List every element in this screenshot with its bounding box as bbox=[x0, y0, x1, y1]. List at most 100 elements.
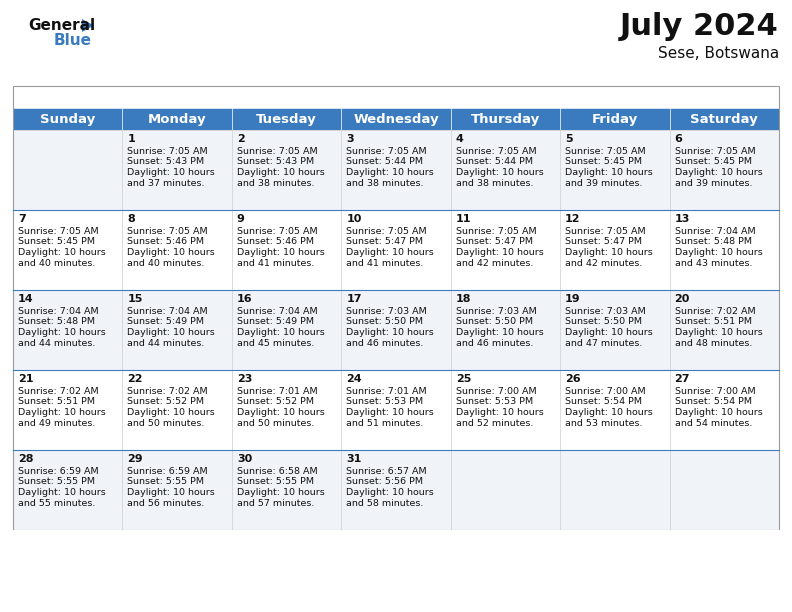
Text: Daylight: 10 hours: Daylight: 10 hours bbox=[455, 248, 543, 257]
Text: 1: 1 bbox=[128, 134, 135, 144]
Text: Sunrise: 7:05 AM: Sunrise: 7:05 AM bbox=[237, 147, 318, 156]
Bar bbox=[451, 290, 560, 370]
Text: 27: 27 bbox=[675, 374, 690, 384]
Text: and 39 minutes.: and 39 minutes. bbox=[565, 179, 642, 187]
Text: and 41 minutes.: and 41 minutes. bbox=[237, 258, 314, 267]
Text: and 38 minutes.: and 38 minutes. bbox=[346, 179, 424, 187]
Text: Sunrise: 6:58 AM: Sunrise: 6:58 AM bbox=[237, 467, 318, 476]
Text: and 49 minutes.: and 49 minutes. bbox=[18, 419, 95, 428]
Text: and 45 minutes.: and 45 minutes. bbox=[237, 338, 314, 348]
Bar bbox=[451, 130, 560, 210]
Text: Sunrise: 7:04 AM: Sunrise: 7:04 AM bbox=[237, 307, 318, 316]
Text: and 58 minutes.: and 58 minutes. bbox=[346, 499, 424, 507]
Text: Sunrise: 7:05 AM: Sunrise: 7:05 AM bbox=[128, 227, 208, 236]
Text: 12: 12 bbox=[565, 214, 581, 224]
Text: Daylight: 10 hours: Daylight: 10 hours bbox=[455, 328, 543, 337]
Text: Sunrise: 6:59 AM: Sunrise: 6:59 AM bbox=[128, 467, 208, 476]
Text: Sunrise: 7:04 AM: Sunrise: 7:04 AM bbox=[675, 227, 756, 236]
Text: 10: 10 bbox=[346, 214, 362, 224]
Text: and 46 minutes.: and 46 minutes. bbox=[346, 338, 424, 348]
Bar bbox=[123, 290, 232, 370]
Text: Sunset: 5:47 PM: Sunset: 5:47 PM bbox=[455, 237, 533, 247]
Text: Saturday: Saturday bbox=[691, 113, 758, 125]
Text: Sunrise: 7:05 AM: Sunrise: 7:05 AM bbox=[675, 147, 756, 156]
Bar bbox=[451, 210, 560, 290]
Text: and 38 minutes.: and 38 minutes. bbox=[237, 179, 314, 187]
Bar bbox=[669, 210, 779, 290]
Bar bbox=[560, 450, 669, 530]
Text: and 39 minutes.: and 39 minutes. bbox=[675, 179, 752, 187]
Text: and 52 minutes.: and 52 minutes. bbox=[455, 419, 533, 428]
Text: 14: 14 bbox=[18, 294, 33, 304]
Text: Sunrise: 7:05 AM: Sunrise: 7:05 AM bbox=[455, 147, 536, 156]
Bar bbox=[669, 450, 779, 530]
Text: Sunset: 5:51 PM: Sunset: 5:51 PM bbox=[675, 318, 752, 326]
Text: and 48 minutes.: and 48 minutes. bbox=[675, 338, 752, 348]
Text: Sunset: 5:46 PM: Sunset: 5:46 PM bbox=[237, 237, 314, 247]
Bar bbox=[232, 290, 341, 370]
Text: Sunrise: 7:01 AM: Sunrise: 7:01 AM bbox=[346, 387, 427, 396]
Text: Sunset: 5:48 PM: Sunset: 5:48 PM bbox=[675, 237, 752, 247]
Text: Daylight: 10 hours: Daylight: 10 hours bbox=[128, 168, 215, 177]
Text: Sunrise: 7:04 AM: Sunrise: 7:04 AM bbox=[128, 307, 208, 316]
Text: Daylight: 10 hours: Daylight: 10 hours bbox=[18, 248, 106, 257]
Text: 18: 18 bbox=[455, 294, 471, 304]
Bar bbox=[341, 290, 451, 370]
Text: and 44 minutes.: and 44 minutes. bbox=[128, 338, 205, 348]
Text: Sunset: 5:47 PM: Sunset: 5:47 PM bbox=[565, 237, 642, 247]
Text: and 51 minutes.: and 51 minutes. bbox=[346, 419, 424, 428]
Text: and 47 minutes.: and 47 minutes. bbox=[565, 338, 642, 348]
Text: 11: 11 bbox=[455, 214, 471, 224]
Bar bbox=[560, 108, 669, 130]
Text: Sunset: 5:45 PM: Sunset: 5:45 PM bbox=[18, 237, 95, 247]
Bar bbox=[341, 370, 451, 450]
Text: Sunset: 5:45 PM: Sunset: 5:45 PM bbox=[565, 157, 642, 166]
Text: Daylight: 10 hours: Daylight: 10 hours bbox=[128, 488, 215, 497]
Text: Sunset: 5:46 PM: Sunset: 5:46 PM bbox=[128, 237, 204, 247]
Text: Sunset: 5:47 PM: Sunset: 5:47 PM bbox=[346, 237, 423, 247]
Text: 29: 29 bbox=[128, 454, 143, 464]
Text: Daylight: 10 hours: Daylight: 10 hours bbox=[455, 168, 543, 177]
Text: Daylight: 10 hours: Daylight: 10 hours bbox=[675, 168, 763, 177]
Text: Sunrise: 7:05 AM: Sunrise: 7:05 AM bbox=[565, 147, 645, 156]
Text: 28: 28 bbox=[18, 454, 33, 464]
Text: Daylight: 10 hours: Daylight: 10 hours bbox=[346, 168, 434, 177]
Bar bbox=[13, 108, 123, 130]
Text: Daylight: 10 hours: Daylight: 10 hours bbox=[455, 408, 543, 417]
Text: Sunset: 5:53 PM: Sunset: 5:53 PM bbox=[346, 398, 424, 406]
Text: Sunset: 5:49 PM: Sunset: 5:49 PM bbox=[128, 318, 204, 326]
Bar bbox=[560, 290, 669, 370]
Text: Daylight: 10 hours: Daylight: 10 hours bbox=[128, 328, 215, 337]
Text: Sunset: 5:56 PM: Sunset: 5:56 PM bbox=[346, 477, 423, 487]
Bar bbox=[560, 370, 669, 450]
Bar bbox=[232, 130, 341, 210]
Bar bbox=[341, 450, 451, 530]
Bar bbox=[13, 370, 123, 450]
Text: 23: 23 bbox=[237, 374, 252, 384]
Bar bbox=[232, 210, 341, 290]
Bar bbox=[232, 370, 341, 450]
Text: Sunset: 5:44 PM: Sunset: 5:44 PM bbox=[455, 157, 533, 166]
Text: July 2024: July 2024 bbox=[620, 12, 779, 41]
Bar bbox=[341, 108, 451, 130]
Text: Sunrise: 7:02 AM: Sunrise: 7:02 AM bbox=[128, 387, 208, 396]
Text: Tuesday: Tuesday bbox=[256, 113, 317, 125]
Text: Sunrise: 7:04 AM: Sunrise: 7:04 AM bbox=[18, 307, 99, 316]
Text: Daylight: 10 hours: Daylight: 10 hours bbox=[346, 488, 434, 497]
Text: and 43 minutes.: and 43 minutes. bbox=[675, 258, 752, 267]
Text: Monday: Monday bbox=[148, 113, 207, 125]
Text: Sunrise: 7:02 AM: Sunrise: 7:02 AM bbox=[18, 387, 99, 396]
Text: Daylight: 10 hours: Daylight: 10 hours bbox=[18, 328, 106, 337]
Text: General: General bbox=[28, 18, 95, 33]
Text: Sunrise: 7:00 AM: Sunrise: 7:00 AM bbox=[455, 387, 536, 396]
Text: 5: 5 bbox=[565, 134, 573, 144]
Text: 30: 30 bbox=[237, 454, 252, 464]
Text: Sunset: 5:53 PM: Sunset: 5:53 PM bbox=[455, 398, 533, 406]
Text: 24: 24 bbox=[346, 374, 362, 384]
Text: Daylight: 10 hours: Daylight: 10 hours bbox=[128, 248, 215, 257]
Text: Sunset: 5:54 PM: Sunset: 5:54 PM bbox=[675, 398, 752, 406]
Bar bbox=[123, 370, 232, 450]
Text: and 42 minutes.: and 42 minutes. bbox=[455, 258, 533, 267]
Text: Sunset: 5:50 PM: Sunset: 5:50 PM bbox=[346, 318, 423, 326]
Bar bbox=[123, 450, 232, 530]
